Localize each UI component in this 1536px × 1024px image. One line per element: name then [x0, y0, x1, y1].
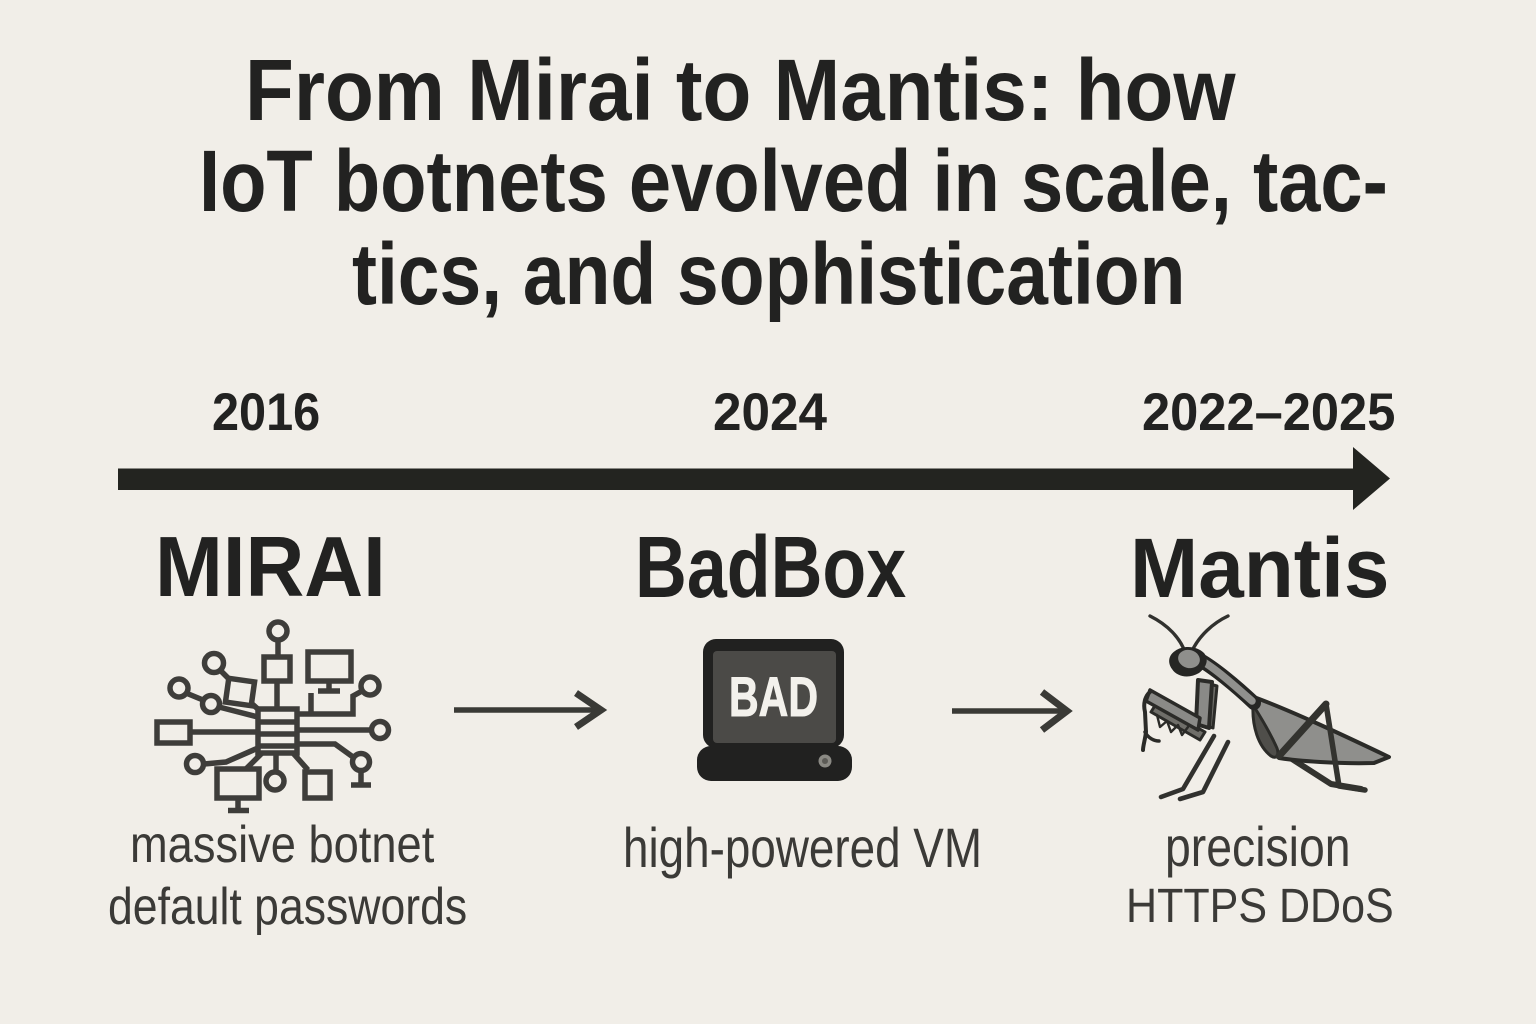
- svg-text:BAD: BAD: [729, 665, 818, 728]
